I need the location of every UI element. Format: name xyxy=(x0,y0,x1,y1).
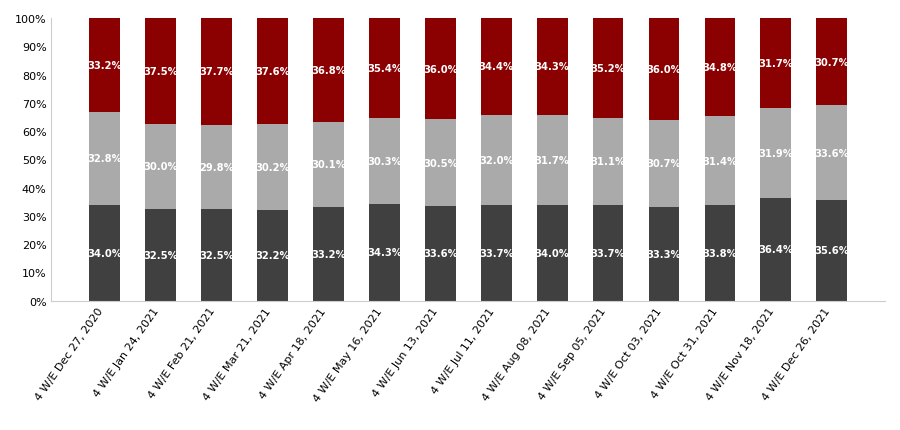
Text: 35.4%: 35.4% xyxy=(367,64,402,74)
Text: 30.1%: 30.1% xyxy=(311,160,346,170)
Text: 33.3%: 33.3% xyxy=(647,249,681,259)
Text: 34.0%: 34.0% xyxy=(87,248,122,258)
Bar xyxy=(536,116,568,205)
Text: 37.7%: 37.7% xyxy=(199,67,234,77)
Text: 30.0%: 30.0% xyxy=(143,162,178,172)
Bar xyxy=(705,206,735,301)
Text: 36.0%: 36.0% xyxy=(646,65,681,75)
Bar xyxy=(313,18,344,123)
Text: 33.7%: 33.7% xyxy=(479,249,514,258)
Bar xyxy=(313,207,344,301)
Bar xyxy=(202,125,232,209)
Text: 34.4%: 34.4% xyxy=(479,62,514,72)
Bar xyxy=(705,19,735,117)
Bar xyxy=(649,207,680,301)
Bar xyxy=(816,200,847,301)
Text: 33.8%: 33.8% xyxy=(703,249,737,258)
Text: 31.1%: 31.1% xyxy=(590,157,625,167)
Bar xyxy=(369,119,400,204)
Bar xyxy=(816,19,847,106)
Text: 30.7%: 30.7% xyxy=(814,58,849,68)
Text: 30.3%: 30.3% xyxy=(367,157,401,166)
Bar xyxy=(760,19,791,108)
Text: 30.7%: 30.7% xyxy=(647,159,681,169)
Text: 32.0%: 32.0% xyxy=(479,156,514,166)
Text: 32.2%: 32.2% xyxy=(256,251,290,261)
Bar xyxy=(425,120,455,206)
Bar xyxy=(369,19,400,119)
Bar xyxy=(593,19,624,118)
Bar xyxy=(313,123,344,207)
Bar xyxy=(481,206,511,301)
Bar xyxy=(536,205,568,301)
Text: 29.8%: 29.8% xyxy=(199,162,234,172)
Bar xyxy=(481,18,511,116)
Text: 33.2%: 33.2% xyxy=(87,61,122,71)
Text: 34.3%: 34.3% xyxy=(367,248,401,258)
Bar xyxy=(257,210,288,301)
Bar xyxy=(257,125,288,210)
Bar xyxy=(89,113,120,205)
Bar xyxy=(816,106,847,200)
Bar xyxy=(760,198,791,301)
Text: 31.9%: 31.9% xyxy=(759,148,793,158)
Text: 31.7%: 31.7% xyxy=(759,58,793,69)
Text: 30.5%: 30.5% xyxy=(423,158,458,168)
Bar xyxy=(89,19,120,113)
Bar xyxy=(202,209,232,301)
Bar xyxy=(481,116,511,206)
Text: 36.0%: 36.0% xyxy=(423,64,458,74)
Bar xyxy=(145,125,176,209)
Text: 31.7%: 31.7% xyxy=(535,155,570,166)
Text: 32.5%: 32.5% xyxy=(143,250,178,260)
Text: 33.6%: 33.6% xyxy=(814,148,849,158)
Bar xyxy=(145,209,176,301)
Text: 34.8%: 34.8% xyxy=(702,63,737,73)
Text: 35.6%: 35.6% xyxy=(814,246,850,256)
Text: 32.8%: 32.8% xyxy=(87,154,122,164)
Bar xyxy=(760,108,791,198)
Bar xyxy=(257,19,288,125)
Text: 32.5%: 32.5% xyxy=(199,250,234,260)
Bar xyxy=(89,205,120,301)
Bar xyxy=(649,120,680,207)
Text: 36.4%: 36.4% xyxy=(759,245,793,255)
Text: 31.4%: 31.4% xyxy=(702,157,737,166)
Text: 33.7%: 33.7% xyxy=(590,249,625,258)
Text: 36.8%: 36.8% xyxy=(311,66,346,76)
Text: 30.2%: 30.2% xyxy=(256,163,290,172)
Text: 33.2%: 33.2% xyxy=(311,249,346,259)
Bar xyxy=(202,19,232,125)
Text: 33.6%: 33.6% xyxy=(423,249,458,258)
Text: 34.0%: 34.0% xyxy=(535,248,570,258)
Bar xyxy=(649,19,680,120)
Text: 34.3%: 34.3% xyxy=(535,62,570,72)
Bar xyxy=(593,118,624,206)
Bar xyxy=(425,206,455,301)
Text: 37.5%: 37.5% xyxy=(143,67,178,77)
Bar xyxy=(145,19,176,125)
Bar xyxy=(425,18,455,120)
Bar xyxy=(705,117,735,206)
Text: 35.2%: 35.2% xyxy=(590,64,625,74)
Bar xyxy=(593,206,624,301)
Bar xyxy=(369,204,400,301)
Bar xyxy=(536,19,568,116)
Text: 37.6%: 37.6% xyxy=(255,67,290,77)
